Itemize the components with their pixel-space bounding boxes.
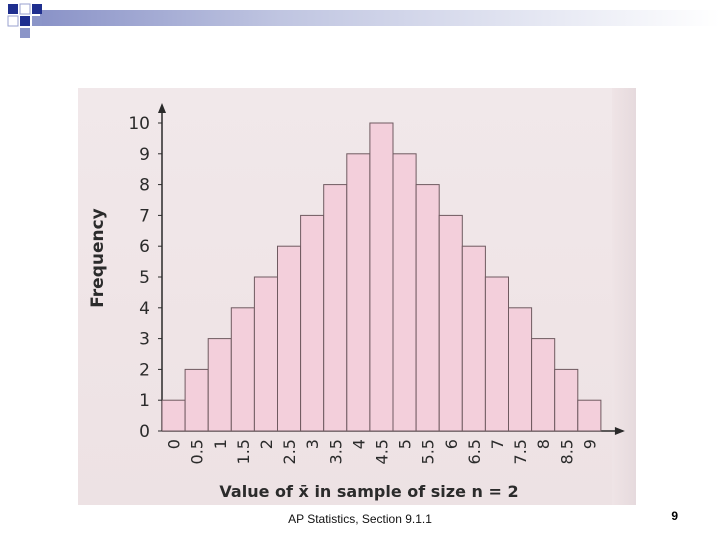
slide-decoration (7, 3, 720, 38)
bar-0.5 (184, 368, 209, 432)
x-tick-label: 1.5 (234, 439, 253, 464)
x-axis-label: Value of x̄ in sample of size n = 2 (219, 482, 518, 501)
y-tick-label: 2 (139, 360, 150, 380)
chart-photo-edge (612, 88, 636, 505)
histogram-chart: 0 1 2 3 4 5 6 7 8 9 10 0 0.5 1 1.5 2 2.5 3 3.5 4 4.5 5 5.5 6 6.… (88, 103, 625, 501)
bar-2.5 (277, 245, 302, 432)
y-tick-label: 7 (139, 206, 150, 226)
y-tick-label: 0 (139, 422, 150, 442)
y-tick-label: 3 (139, 330, 150, 350)
y-tick-label: 6 (139, 237, 150, 257)
x-tick-label: 3.5 (326, 439, 345, 464)
x-tick-label: 1 (211, 439, 230, 449)
bar-3.5 (323, 184, 348, 432)
bar-1.5 (230, 307, 255, 432)
x-tick-label: 5 (396, 439, 415, 449)
x-tick-label: 8 (534, 439, 553, 449)
bar-0 (161, 399, 186, 432)
page-number: 9 (671, 509, 678, 523)
bars-group (161, 122, 602, 432)
x-tick-label: 9 (580, 439, 599, 449)
x-tick-label: 4.5 (372, 439, 391, 464)
bar-4 (346, 153, 371, 432)
bar-1 (207, 338, 232, 432)
y-tick-label: 8 (139, 176, 150, 196)
bar-4.5 (369, 122, 394, 432)
bar-6.5 (461, 245, 486, 432)
y-tick-label: 5 (139, 268, 150, 288)
slide-footer: AP Statistics, Section 9.1.1 (288, 512, 432, 526)
x-tick-label: 7.5 (511, 439, 530, 464)
x-tick-label: 2 (257, 439, 276, 449)
x-tick-label: 0 (165, 439, 184, 449)
bar-5 (392, 153, 417, 432)
y-tick-label: 10 (128, 114, 150, 134)
bar-7.5 (508, 307, 533, 432)
x-axis-arrow (614, 427, 625, 435)
x-tick-label: 6.5 (465, 439, 484, 464)
y-tick-label: 1 (139, 391, 150, 411)
y-tick-label: 9 (139, 145, 150, 165)
y-tick-labels: 0 1 2 3 4 5 6 7 8 9 10 (128, 114, 162, 442)
bar-9 (577, 399, 602, 432)
bar-3 (300, 214, 325, 432)
x-tick-label: 3 (303, 439, 322, 449)
x-tick-label: 8.5 (557, 439, 576, 464)
bar-6 (438, 214, 463, 432)
x-tick-label: 4 (349, 439, 368, 449)
x-tick-label: 2.5 (280, 439, 299, 464)
y-tick-label: 4 (139, 299, 150, 319)
bar-8 (531, 338, 556, 432)
x-tick-label: 0.5 (188, 439, 207, 464)
x-tick-labels: 0 0.5 1 1.5 2 2.5 3 3.5 4 4.5 5 5.5 6 6.5 7 7.5 8 8.5 9 (165, 439, 600, 464)
x-tick-label: 7 (488, 439, 507, 449)
bar-7 (484, 276, 509, 432)
y-axis-label: Frequency (88, 208, 108, 308)
y-axis-arrow (158, 103, 166, 113)
x-tick-label: 5.5 (419, 439, 438, 464)
bar-5.5 (415, 184, 440, 432)
bar-8.5 (554, 368, 579, 432)
bar-2 (253, 276, 278, 432)
x-tick-label: 6 (442, 439, 461, 449)
